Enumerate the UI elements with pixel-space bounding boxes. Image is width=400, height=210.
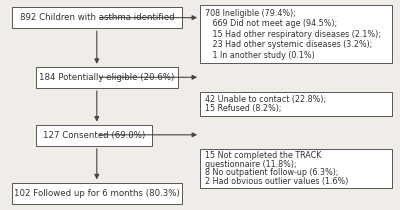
Text: questionnaire (11.8%);: questionnaire (11.8%);	[205, 160, 296, 169]
Text: 15 Had other respiratory diseases (2.1%);: 15 Had other respiratory diseases (2.1%)…	[205, 30, 381, 39]
FancyBboxPatch shape	[200, 149, 392, 188]
FancyBboxPatch shape	[12, 7, 182, 28]
FancyBboxPatch shape	[200, 5, 392, 63]
Text: 708 Ineligible (79.4%);: 708 Ineligible (79.4%);	[205, 9, 296, 18]
Text: 892 Children with asthma identified: 892 Children with asthma identified	[20, 13, 174, 22]
Text: 8 No outpatient follow-up (6.3%);: 8 No outpatient follow-up (6.3%);	[205, 168, 338, 177]
Text: 669 Did not meet age (94.5%);: 669 Did not meet age (94.5%);	[205, 19, 337, 28]
Text: 127 Consented (69.0%): 127 Consented (69.0%)	[43, 131, 145, 140]
FancyBboxPatch shape	[36, 67, 178, 88]
FancyBboxPatch shape	[36, 125, 152, 146]
Text: 1 In another study (0.1%): 1 In another study (0.1%)	[205, 51, 314, 60]
FancyBboxPatch shape	[12, 183, 182, 204]
Text: 23 Had other systemic diseases (3.2%);: 23 Had other systemic diseases (3.2%);	[205, 40, 372, 49]
FancyBboxPatch shape	[200, 92, 392, 116]
Text: 184 Potentially eligible (20.6%): 184 Potentially eligible (20.6%)	[39, 73, 175, 82]
Text: 102 Followed up for 6 months (80.3%): 102 Followed up for 6 months (80.3%)	[14, 189, 180, 198]
Text: 2 Had obvious outlier values (1.6%): 2 Had obvious outlier values (1.6%)	[205, 177, 348, 186]
Text: 15 Not completed the TRACK: 15 Not completed the TRACK	[205, 151, 321, 160]
Text: 15 Refused (8.2%);: 15 Refused (8.2%);	[205, 104, 281, 113]
Text: 42 Unable to contact (22.8%);: 42 Unable to contact (22.8%);	[205, 95, 326, 104]
